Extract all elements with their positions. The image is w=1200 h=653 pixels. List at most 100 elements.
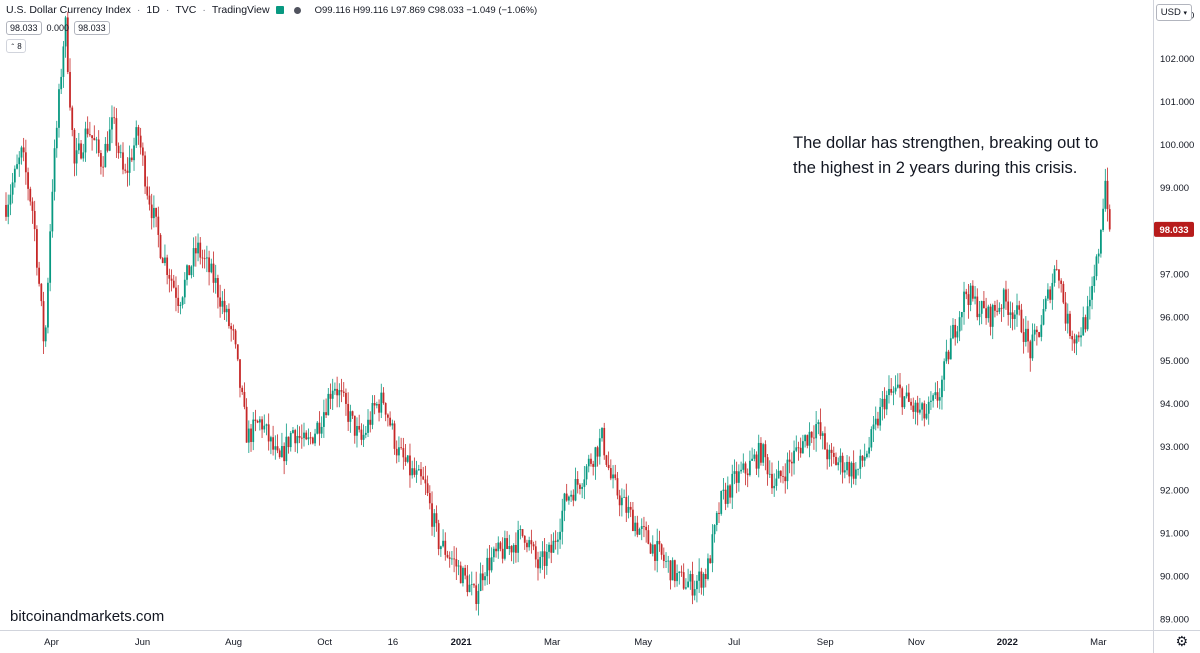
candle-body — [446, 554, 449, 558]
candle-body — [501, 548, 504, 559]
candle-body — [709, 558, 712, 564]
candle-body — [640, 526, 643, 530]
price-axis[interactable]: 103.000102.000101.000100.00099.00098.000… — [1160, 11, 1194, 626]
candle-body — [757, 442, 760, 469]
price-tick-label: 91.000 — [1160, 528, 1189, 539]
candle-body — [596, 447, 599, 457]
sell-price-box[interactable]: 98.033 — [6, 21, 42, 35]
candle-body — [285, 436, 288, 462]
indicators-toggle[interactable]: ⌃ 8 — [6, 39, 26, 53]
buy-price-box[interactable]: 98.033 — [74, 21, 110, 35]
candle-body — [42, 301, 45, 342]
candle-body — [850, 462, 853, 477]
candle-body — [393, 423, 396, 449]
candle-body — [203, 258, 206, 260]
candle-body — [111, 117, 113, 130]
candle-body — [916, 402, 919, 413]
candle-body — [267, 424, 270, 442]
candle-body — [925, 413, 928, 419]
candle-body — [484, 576, 486, 581]
candle-body — [746, 473, 749, 476]
candle-body — [464, 567, 467, 576]
price-tick-label: 92.000 — [1160, 485, 1189, 496]
candle-body — [687, 581, 690, 588]
candle-body — [80, 143, 82, 159]
candle-body — [398, 447, 400, 456]
candle-body — [632, 509, 634, 532]
candle-body — [978, 313, 981, 318]
candle-body — [1058, 269, 1060, 281]
candle-body — [515, 545, 517, 553]
candle-body — [133, 145, 135, 161]
candle-body — [1040, 324, 1043, 337]
candle-body — [164, 257, 166, 264]
candle-body — [892, 391, 895, 393]
candle-body — [316, 422, 319, 434]
candle-body — [225, 308, 228, 313]
candle-body — [287, 436, 290, 448]
candle-body — [700, 571, 703, 588]
candle-body — [1095, 256, 1098, 277]
candle-body — [1053, 268, 1056, 283]
candle-body — [197, 242, 199, 254]
candle-body — [75, 150, 78, 164]
candle-body — [768, 473, 771, 475]
candle-body — [161, 258, 164, 264]
time-axis[interactable]: Apr Jun Aug Oct 16 2021 Mar May Jul Sep Nov 2022 Mar — [44, 637, 1106, 648]
candle-body — [587, 458, 590, 467]
candle-body — [77, 143, 80, 151]
candle-body — [684, 587, 687, 589]
candle-body — [16, 164, 18, 169]
candle-body — [477, 591, 480, 604]
candle-body — [1018, 305, 1021, 310]
candle-body — [1069, 313, 1071, 337]
candle-body — [921, 403, 923, 410]
candle-body — [62, 46, 65, 77]
candle-body — [620, 497, 623, 506]
candle-body — [777, 470, 780, 479]
plot-area[interactable] — [0, 0, 1153, 630]
candle-body — [448, 557, 451, 559]
candle-body — [183, 279, 186, 298]
candle-body — [95, 139, 98, 141]
candle-body — [1044, 298, 1047, 309]
annotation-text[interactable]: The dollar has strengthen, breaking out … — [793, 131, 1153, 181]
candle-body — [673, 560, 676, 582]
visibility-dot-icon[interactable] — [293, 6, 301, 14]
candle-body — [1073, 339, 1076, 344]
currency-select[interactable]: USD ▾ — [1155, 4, 1192, 21]
candle-body — [870, 429, 873, 448]
currency-value: USD — [1160, 7, 1181, 18]
candle-body — [841, 455, 844, 473]
candle-body — [378, 404, 380, 413]
candle-body — [857, 468, 859, 470]
candle-body — [733, 471, 736, 474]
candle-body — [314, 433, 316, 444]
candle-body — [1099, 230, 1102, 254]
candle-body — [830, 449, 833, 453]
market-status-icon[interactable] — [275, 6, 284, 14]
symbol-name[interactable]: U.S. Dollar Currency Index — [6, 4, 131, 16]
candle-body — [389, 417, 391, 426]
candle-body — [234, 330, 237, 345]
candle-body — [583, 479, 586, 487]
candle-body — [832, 452, 835, 457]
candle-body — [570, 494, 573, 497]
gear-icon[interactable]: ⚙ — [1175, 633, 1188, 649]
interval-label[interactable]: 1D — [146, 4, 160, 16]
candle-body — [488, 557, 491, 571]
candle-body — [236, 344, 239, 360]
time-tick-label: 2021 — [451, 637, 473, 648]
candle-body — [342, 391, 345, 393]
candle-body — [47, 282, 49, 328]
candle-body — [667, 560, 670, 562]
candle-body — [945, 351, 948, 362]
time-tick-label: 2022 — [997, 637, 1018, 648]
candle-body — [214, 278, 217, 283]
candle-body — [5, 204, 7, 217]
candle-body — [144, 155, 146, 187]
candle-body — [20, 147, 23, 158]
candle-body — [1013, 314, 1016, 319]
candle-body — [737, 471, 740, 483]
candle-body — [157, 216, 160, 235]
